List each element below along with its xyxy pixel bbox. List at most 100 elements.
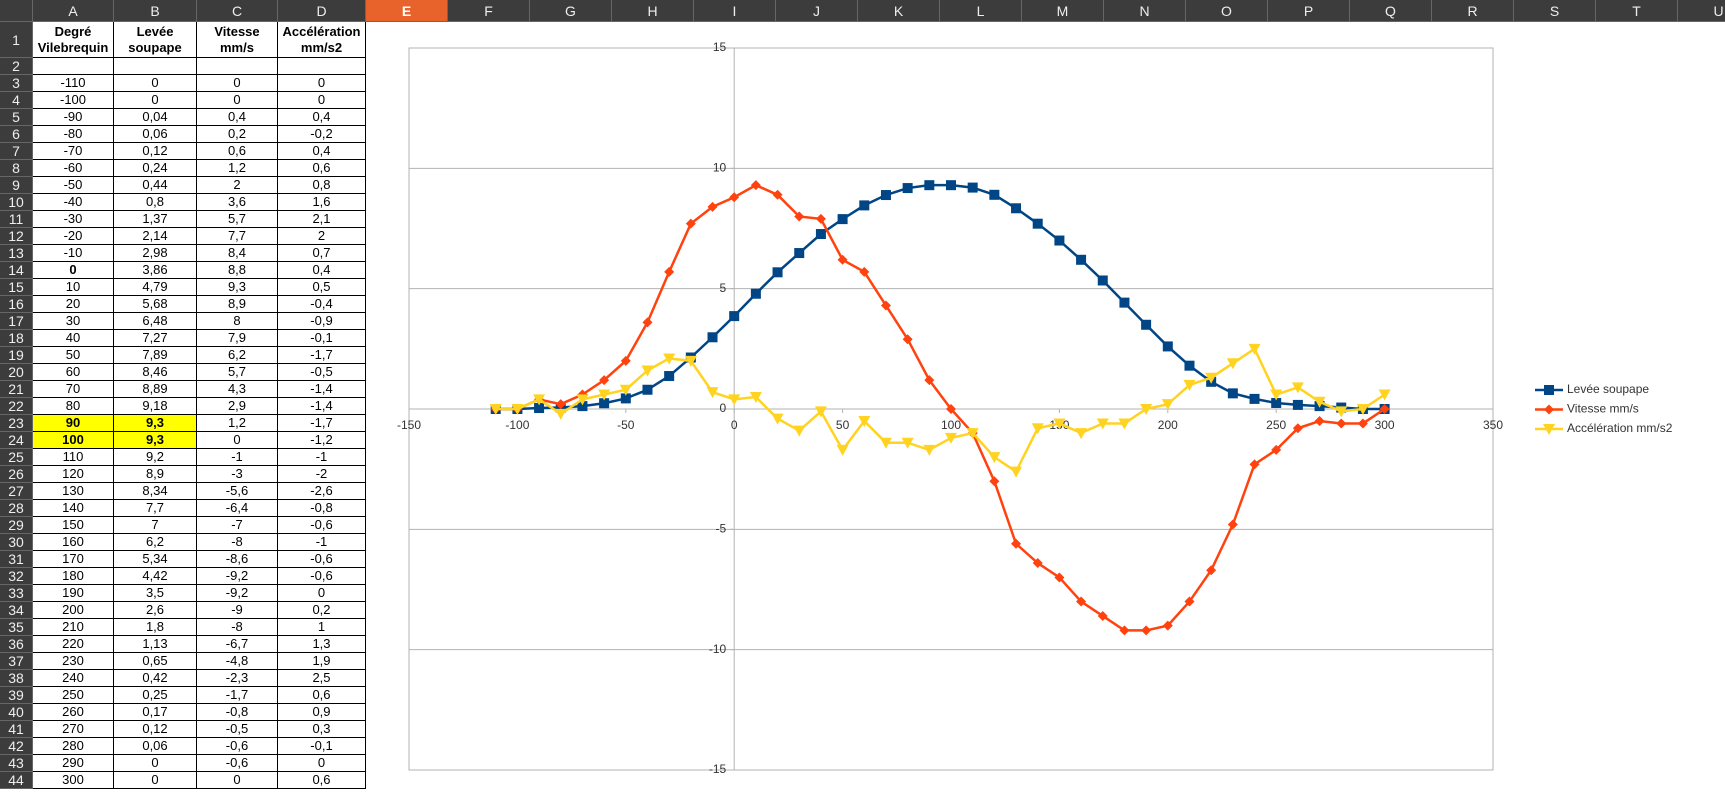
- cell[interactable]: 0: [197, 432, 278, 449]
- row-header[interactable]: 3: [0, 75, 33, 92]
- cell[interactable]: 0: [114, 772, 197, 789]
- column-header[interactable]: S: [1514, 0, 1596, 22]
- row-header[interactable]: 21: [0, 381, 33, 398]
- cell[interactable]: 0: [197, 772, 278, 789]
- cell[interactable]: -1,7: [278, 415, 366, 432]
- cell[interactable]: 0: [197, 92, 278, 109]
- cell[interactable]: 0: [278, 75, 366, 92]
- row-header[interactable]: 27: [0, 483, 33, 500]
- cell[interactable]: 0,4: [197, 109, 278, 126]
- cell[interactable]: -2,6: [278, 483, 366, 500]
- cell[interactable]: 8,9: [114, 466, 197, 483]
- column-header[interactable]: B: [114, 0, 197, 22]
- row-header[interactable]: 9: [0, 177, 33, 194]
- cell[interactable]: 0,8: [114, 194, 197, 211]
- cell[interactable]: 7,9: [197, 330, 278, 347]
- row-header[interactable]: 5: [0, 109, 33, 126]
- column-header[interactable]: T: [1596, 0, 1678, 22]
- cell[interactable]: 90: [33, 415, 114, 432]
- column-header[interactable]: Q: [1350, 0, 1432, 22]
- cell[interactable]: 0,2: [197, 126, 278, 143]
- cell[interactable]: 4,42: [114, 568, 197, 585]
- cell[interactable]: -1,2: [278, 432, 366, 449]
- row-header[interactable]: 1: [0, 22, 33, 58]
- cell[interactable]: 220: [33, 636, 114, 653]
- cell[interactable]: 0,25: [114, 687, 197, 704]
- cell[interactable]: -8: [197, 619, 278, 636]
- cell[interactable]: 7,27: [114, 330, 197, 347]
- row-header[interactable]: 11: [0, 211, 33, 228]
- column-header[interactable]: G: [530, 0, 612, 22]
- cell[interactable]: 0,4: [278, 109, 366, 126]
- cell[interactable]: 4,3: [197, 381, 278, 398]
- row-header[interactable]: 6: [0, 126, 33, 143]
- column-header[interactable]: E: [366, 0, 448, 22]
- row-header[interactable]: 18: [0, 330, 33, 347]
- row-header[interactable]: 19: [0, 347, 33, 364]
- cell[interactable]: -4,8: [197, 653, 278, 670]
- cell[interactable]: -2,3: [197, 670, 278, 687]
- row-header[interactable]: 32: [0, 568, 33, 585]
- cell[interactable]: 130: [33, 483, 114, 500]
- cell[interactable]: -6,7: [197, 636, 278, 653]
- cell[interactable]: -90: [33, 109, 114, 126]
- cell[interactable]: -1,7: [197, 687, 278, 704]
- cell[interactable]: 0: [114, 755, 197, 772]
- cell[interactable]: 3,86: [114, 262, 197, 279]
- cell[interactable]: 2,14: [114, 228, 197, 245]
- cell[interactable]: -6,4: [197, 500, 278, 517]
- cell[interactable]: 1,13: [114, 636, 197, 653]
- cell[interactable]: 0,3: [278, 721, 366, 738]
- column-header[interactable]: R: [1432, 0, 1514, 22]
- row-header[interactable]: 20: [0, 364, 33, 381]
- cell[interactable]: 0,5: [278, 279, 366, 296]
- cell[interactable]: -7: [197, 517, 278, 534]
- cell[interactable]: 300: [33, 772, 114, 789]
- cell[interactable]: 1,37: [114, 211, 197, 228]
- column-header[interactable]: P: [1268, 0, 1350, 22]
- cell[interactable]: [33, 58, 114, 75]
- cell[interactable]: 0,4: [278, 143, 366, 160]
- cell[interactable]: -0,6: [197, 755, 278, 772]
- row-header[interactable]: 24: [0, 432, 33, 449]
- cell[interactable]: 8,34: [114, 483, 197, 500]
- cell[interactable]: 0,6: [278, 687, 366, 704]
- cell[interactable]: -0,6: [278, 517, 366, 534]
- cell[interactable]: 110: [33, 449, 114, 466]
- cell[interactable]: 0: [197, 75, 278, 92]
- cell[interactable]: 0,06: [114, 738, 197, 755]
- cell[interactable]: 0: [114, 75, 197, 92]
- cell[interactable]: 270: [33, 721, 114, 738]
- row-header[interactable]: 15: [0, 279, 33, 296]
- cell[interactable]: 1,6: [278, 194, 366, 211]
- row-header[interactable]: 31: [0, 551, 33, 568]
- row-header[interactable]: 33: [0, 585, 33, 602]
- row-header[interactable]: 14: [0, 262, 33, 279]
- cell[interactable]: 1,3: [278, 636, 366, 653]
- cell[interactable]: 2,1: [278, 211, 366, 228]
- cell[interactable]: 0,04: [114, 109, 197, 126]
- cell[interactable]: -0,5: [197, 721, 278, 738]
- cell[interactable]: 8,46: [114, 364, 197, 381]
- cell[interactable]: 6,48: [114, 313, 197, 330]
- row-header[interactable]: 23: [0, 415, 33, 432]
- cell[interactable]: 1: [278, 619, 366, 636]
- cell[interactable]: 2,6: [114, 602, 197, 619]
- cell[interactable]: 1,9: [278, 653, 366, 670]
- cell[interactable]: 0,9: [278, 704, 366, 721]
- cell[interactable]: 0: [278, 755, 366, 772]
- cell[interactable]: -9: [197, 602, 278, 619]
- cell[interactable]: -1,7: [278, 347, 366, 364]
- cell[interactable]: 0,44: [114, 177, 197, 194]
- row-header[interactable]: 13: [0, 245, 33, 262]
- row-header[interactable]: 43: [0, 755, 33, 772]
- row-header[interactable]: 2: [0, 58, 33, 75]
- cell[interactable]: 5,34: [114, 551, 197, 568]
- cell[interactable]: 1,8: [114, 619, 197, 636]
- cell[interactable]: -0,1: [278, 738, 366, 755]
- cell[interactable]: 7,7: [114, 500, 197, 517]
- cell[interactable]: 2,5: [278, 670, 366, 687]
- cell[interactable]: 190: [33, 585, 114, 602]
- cell[interactable]: 20: [33, 296, 114, 313]
- cell[interactable]: 0,7: [278, 245, 366, 262]
